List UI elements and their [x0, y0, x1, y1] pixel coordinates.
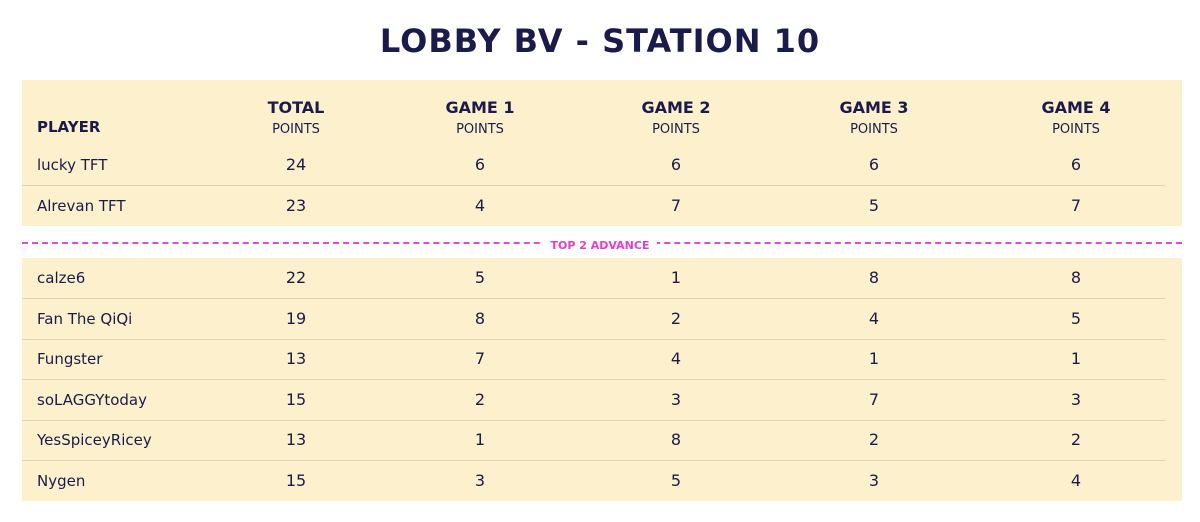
points-cell: 1 — [868, 349, 880, 368]
row-separator — [22, 185, 1165, 186]
points-cell: 1 — [1070, 349, 1082, 368]
points-cell: 13 — [285, 349, 307, 368]
player-name: lucky TFT — [37, 156, 108, 174]
points-cell: 15 — [285, 389, 307, 409]
row-separator — [22, 298, 1165, 299]
points-cell: 22 — [285, 268, 307, 287]
points-cell: 4 — [670, 349, 682, 368]
points-cell: 5 — [1070, 308, 1082, 328]
row-separator — [22, 379, 1165, 380]
points-cell: 5 — [474, 268, 486, 287]
points-cell: 1 — [474, 430, 486, 449]
column-title: GAME 1 — [445, 98, 515, 117]
points-cell: 4 — [1070, 470, 1082, 490]
column-subtitle: POINTS — [456, 122, 504, 137]
points-cell: 8 — [670, 430, 682, 449]
points-cell: 3 — [474, 470, 486, 490]
points-cell: 4 — [868, 308, 880, 328]
points-cell: 5 — [868, 195, 880, 215]
row-separator — [22, 460, 1165, 461]
points-cell: 6 — [474, 155, 486, 174]
points-cell: 7 — [670, 195, 682, 215]
row-separator — [22, 338, 1165, 340]
player-name: YesSpiceyRicey — [37, 431, 152, 449]
column-title: TOTAL — [267, 98, 325, 117]
player-header: PLAYER — [37, 118, 101, 136]
column-title: GAME 4 — [1041, 98, 1111, 117]
points-cell: 13 — [285, 430, 307, 449]
column-title: GAME 3 — [839, 98, 909, 117]
player-name: Nygen — [37, 471, 86, 490]
divider-label: TOP 2 ADVANCE — [542, 239, 658, 252]
advancing-panel — [22, 80, 1182, 226]
column-subtitle: POINTS — [1052, 122, 1100, 137]
column-subtitle: POINTS — [272, 122, 320, 137]
points-cell: 8 — [868, 268, 880, 287]
title: LOBBY BV - STATION 10 — [379, 22, 821, 60]
player-name: Fan The QiQi — [37, 309, 133, 328]
points-cell: 2 — [1070, 430, 1082, 449]
points-cell: 2 — [670, 308, 682, 328]
points-cell: 7 — [868, 389, 880, 409]
points-cell: 15 — [285, 470, 307, 490]
points-cell: 3 — [1070, 389, 1082, 409]
points-cell: 2 — [474, 389, 486, 409]
row-separator — [22, 419, 1165, 421]
points-cell: 3 — [670, 389, 682, 409]
points-cell: 7 — [474, 349, 486, 368]
column-title: GAME 2 — [641, 98, 711, 117]
points-cell: 6 — [670, 155, 682, 174]
points-cell: 7 — [1070, 195, 1082, 215]
points-cell: 4 — [474, 195, 486, 215]
points-cell: 19 — [285, 308, 307, 328]
column-subtitle: POINTS — [850, 122, 898, 137]
points-cell: 6 — [868, 155, 880, 174]
points-cell: 1 — [670, 268, 682, 287]
points-cell: 2 — [868, 430, 880, 449]
points-cell: 24 — [285, 155, 307, 174]
player-name: soLAGGYtoday — [37, 390, 148, 409]
player-name: Fungster — [37, 350, 103, 368]
points-cell: 3 — [868, 470, 880, 490]
divider: TOP 2 ADVANCE — [0, 234, 1200, 253]
points-cell: 5 — [670, 470, 682, 490]
points-cell: 8 — [1070, 268, 1082, 287]
player-name: calze6 — [37, 269, 86, 287]
player-name: Alrevan TFT — [37, 196, 126, 215]
points-cell: 8 — [474, 308, 486, 328]
points-cell: 6 — [1070, 155, 1082, 174]
points-cell: 23 — [285, 195, 307, 215]
column-subtitle: POINTS — [652, 122, 700, 137]
